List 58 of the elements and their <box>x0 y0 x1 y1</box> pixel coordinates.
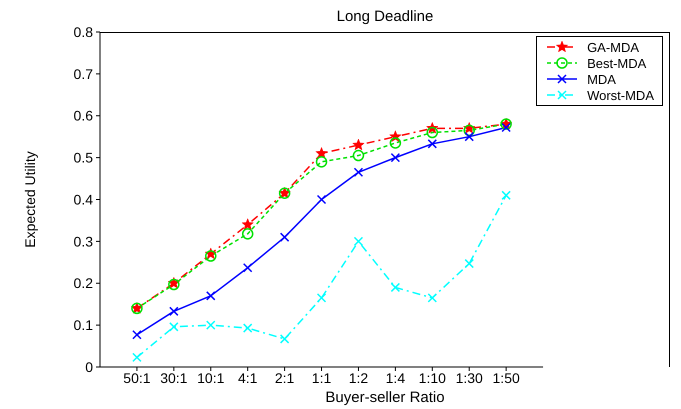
point <box>352 138 364 150</box>
x-tick-label: 10:1 <box>197 370 225 386</box>
point <box>428 139 438 149</box>
point <box>354 168 364 178</box>
y-tick-label: 0 <box>85 358 94 375</box>
point <box>242 228 254 240</box>
legend-label: MDA <box>587 72 616 86</box>
x-tick-label: 1:50 <box>492 370 520 386</box>
point <box>280 334 290 344</box>
y-tick-label: 0.8 <box>74 24 94 40</box>
y-tick-label: 0.4 <box>74 191 94 208</box>
point <box>463 124 475 136</box>
x-tick-label: 30:1 <box>160 370 188 386</box>
point <box>316 156 328 168</box>
point <box>316 293 326 303</box>
point <box>428 293 438 303</box>
y-axis-title: Expected Utility <box>22 151 38 248</box>
point <box>352 150 364 162</box>
y-tick-label: 0.5 <box>74 150 94 166</box>
x-axis-title: Buyer-seller Ratio <box>324 389 446 406</box>
chart-title: Long Deadline <box>336 8 434 25</box>
x-tick-label: 2:1 <box>274 370 295 386</box>
point <box>501 190 511 200</box>
point <box>242 218 254 230</box>
y-tick-label: 0.3 <box>74 233 94 250</box>
point <box>132 352 142 362</box>
x-tick-label: 50:1 <box>123 370 151 386</box>
x-tick-label: 1:4 <box>386 370 406 386</box>
point <box>206 320 216 330</box>
legend-label: Best-MDA <box>587 56 646 70</box>
point <box>390 282 400 292</box>
x-tick-label: 1:2 <box>348 370 368 386</box>
point <box>205 250 217 262</box>
point <box>464 132 474 142</box>
point <box>464 258 474 268</box>
point <box>169 306 179 316</box>
point <box>132 330 142 340</box>
point <box>390 137 402 149</box>
point <box>390 152 400 162</box>
x-tick-label: 1:1 <box>312 370 332 386</box>
y-tick-label: 0.7 <box>74 66 94 82</box>
point <box>242 323 252 333</box>
point <box>242 263 252 273</box>
point <box>316 194 326 204</box>
legend-label: Worst-MDA <box>587 88 654 102</box>
x-tick-label: 4:1 <box>238 370 258 386</box>
point <box>354 236 364 246</box>
point <box>206 291 216 301</box>
legend-label: GA-MDA <box>587 40 640 54</box>
point <box>501 122 511 132</box>
x-tick-label: 1:30 <box>456 370 484 386</box>
y-tick-label: 0.1 <box>74 317 94 334</box>
point <box>280 232 290 242</box>
y-tick-label: 0.2 <box>74 275 94 292</box>
point <box>426 126 438 138</box>
point <box>169 322 179 332</box>
x-tick-label: 1:10 <box>418 370 446 386</box>
y-tick-label: 0.6 <box>74 108 94 124</box>
